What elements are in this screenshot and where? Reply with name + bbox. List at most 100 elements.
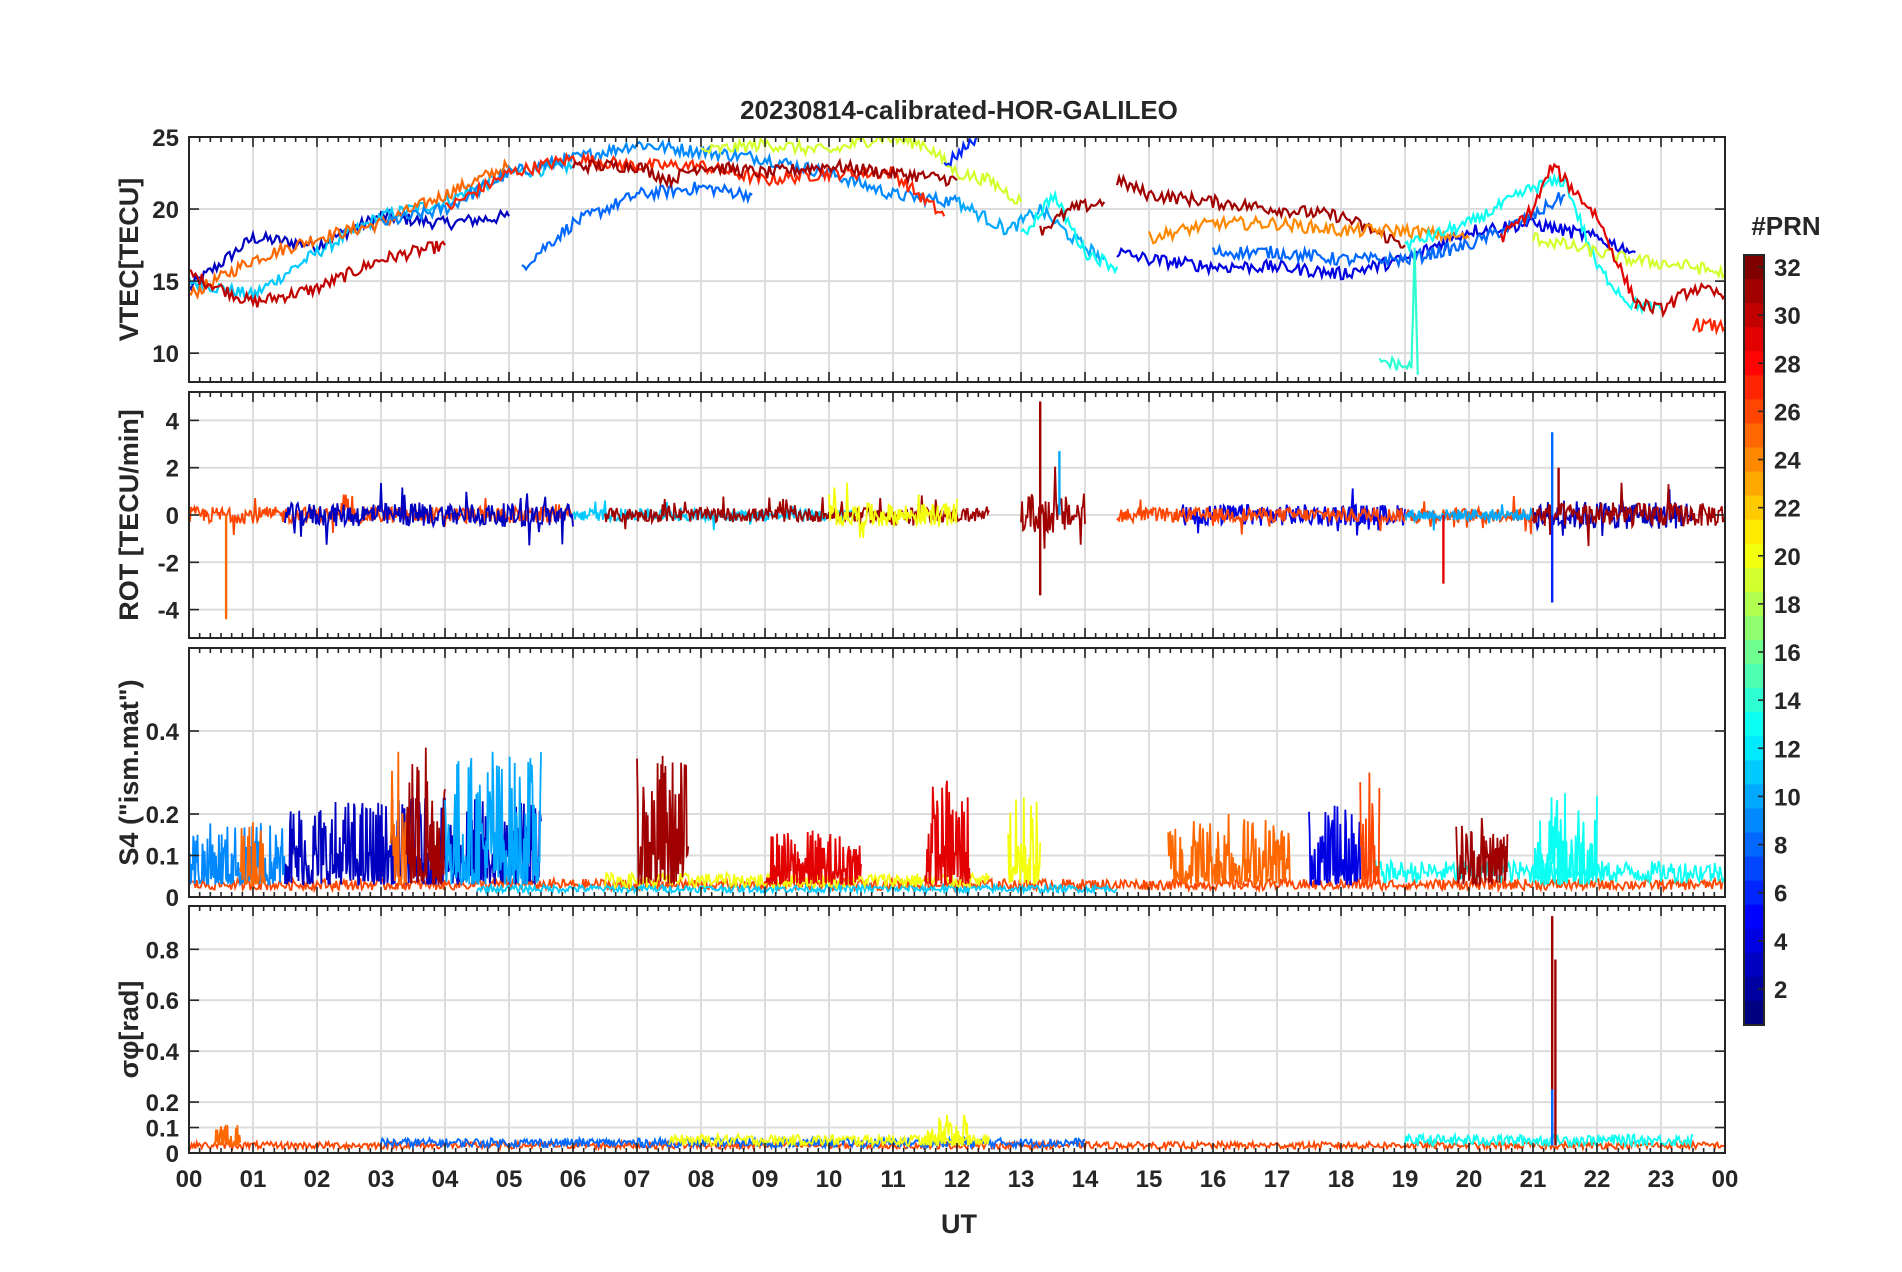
- x-tick-label: 04: [432, 1166, 459, 1193]
- y-tick-label: 4: [166, 408, 180, 435]
- colorbar-swatch: [1744, 928, 1764, 954]
- y-tick-label: 0.2: [146, 1090, 179, 1117]
- series-burst-prn-31: [1455, 818, 1509, 888]
- series-line-prn-31: [1039, 197, 1106, 236]
- colorbar-tick-label: 30: [1774, 303, 1801, 330]
- colorbar-tick-label: 20: [1774, 544, 1801, 571]
- x-tick-label: 22: [1584, 1166, 1611, 1193]
- colorbar-swatch: [1744, 327, 1764, 352]
- colorbar-swatch: [1744, 471, 1764, 497]
- series-line-prn-10: [1404, 504, 1534, 531]
- x-tick-label: 17: [1264, 1166, 1291, 1193]
- colorbar-swatch: [1744, 808, 1764, 833]
- series-burst-prn-25: [239, 822, 266, 886]
- series-line-prn-14: [1378, 247, 1419, 375]
- x-tick-label: 12: [944, 1166, 971, 1193]
- x-tick-label: 03: [368, 1166, 395, 1193]
- colorbar-tick-label: 2: [1774, 977, 1787, 1004]
- series-line-prn-9: [380, 139, 959, 226]
- series-burst-prn-13: [1532, 793, 1598, 886]
- colorbar-swatch: [1744, 736, 1764, 761]
- x-tick-label: 15: [1136, 1166, 1163, 1193]
- series-burst-prn-9: [189, 823, 286, 887]
- colorbar-swatch: [1744, 351, 1764, 376]
- y-tick-label: 20: [152, 197, 179, 224]
- x-tick-label: 10: [816, 1166, 843, 1193]
- panel-data: [189, 401, 1725, 620]
- x-tick-label: 19: [1392, 1166, 1419, 1193]
- series-line-prn-11: [476, 881, 1118, 896]
- series-line-prn-13: [1020, 189, 1119, 275]
- y-tick-label: 0.4: [146, 719, 180, 746]
- x-axis-label: UT: [941, 1209, 977, 1239]
- colorbar-swatch: [1744, 591, 1764, 617]
- y-axis-label: S4 ("ism.mat"): [114, 679, 144, 865]
- colorbar-tick-label: 12: [1774, 736, 1801, 763]
- colorbar-swatch: [1744, 255, 1764, 280]
- series-line-prn-27: [1691, 317, 1725, 336]
- colorbar-swatch: [1744, 976, 1764, 1002]
- y-tick-label: 0.1: [146, 1116, 179, 1143]
- colorbar-tick-label: 22: [1774, 496, 1801, 523]
- colorbar-swatch: [1744, 904, 1764, 930]
- x-tick-label: 05: [496, 1166, 523, 1193]
- series-line-prn-19: [1531, 232, 1725, 280]
- y-tick-label: 0: [166, 885, 179, 912]
- series-line-prn-31: [1020, 466, 1086, 549]
- colorbar-swatch: [1744, 615, 1764, 641]
- colorbar-title: #PRN: [1751, 211, 1820, 241]
- y-tick-label: 0.1: [146, 844, 179, 871]
- x-tick-label: 23: [1648, 1166, 1675, 1193]
- colorbar-swatch: [1744, 495, 1764, 521]
- series-line-prn-26: [189, 494, 574, 536]
- colorbar-swatch: [1744, 712, 1764, 737]
- x-tick-label: 16: [1200, 1166, 1227, 1193]
- series-line-prn-26: [1116, 495, 1533, 535]
- colorbar-tick-label: 18: [1774, 592, 1801, 619]
- x-tick-label: 14: [1072, 1166, 1099, 1193]
- series-line-prn-31: [1115, 173, 1406, 249]
- x-tick-label: 01: [240, 1166, 267, 1193]
- y-tick-label: 0.6: [146, 988, 179, 1015]
- x-tick-label: 07: [624, 1166, 651, 1193]
- colorbar-tick-label: 24: [1774, 448, 1801, 475]
- colorbar-tick-label: 8: [1774, 833, 1787, 860]
- colorbar-swatch: [1744, 567, 1764, 593]
- x-tick-label: 18: [1328, 1166, 1355, 1193]
- series-burst-prn-25: [213, 1123, 242, 1147]
- series-burst-prn-29: [924, 780, 971, 885]
- series-burst-prn-20: [924, 1114, 971, 1148]
- series-line-prn-30: [1634, 282, 1725, 319]
- y-tick-label: 0.2: [146, 802, 179, 829]
- y-tick-label: 0.4: [146, 1039, 180, 1066]
- y-tick-label: 0.8: [146, 937, 179, 964]
- series-line-prn-13: [1404, 172, 1663, 316]
- colorbar-swatch: [1744, 640, 1764, 665]
- panel-3: 0.4 0.2 0.1 0 S4 ("ism.mat"): [114, 647, 1726, 912]
- colorbar-swatch: [1744, 447, 1764, 473]
- colorbar-swatch: [1744, 519, 1764, 545]
- y-axis-label: σφ[rad]: [114, 981, 144, 1079]
- series-burst-prn-10: [444, 751, 542, 886]
- colorbar-tick-label: 32: [1774, 255, 1801, 282]
- colorbar-tick-label: 6: [1774, 881, 1787, 908]
- colorbar-tick-label: 26: [1774, 399, 1801, 426]
- y-tick-label: 0: [166, 1141, 179, 1168]
- colorbar-tick-label: 10: [1774, 784, 1801, 811]
- series-burst-prn-4: [1308, 805, 1362, 888]
- x-tick-label: 00: [1712, 1166, 1739, 1193]
- colorbar-swatch: [1744, 784, 1764, 809]
- panel-data: [189, 137, 1725, 375]
- series-line-prn-31: [1532, 482, 1725, 547]
- series-burst-prn-25: [1167, 813, 1291, 887]
- series-burst-prn-25: [389, 751, 408, 887]
- y-tick-label: 2: [166, 456, 179, 483]
- series-line-prn-29: [1499, 162, 1637, 304]
- colorbar-swatch: [1744, 279, 1764, 304]
- series-line-prn-10: [956, 196, 1106, 264]
- x-tick-label: 20: [1456, 1166, 1483, 1193]
- colorbar-swatch: [1744, 664, 1764, 689]
- series-line-prn-6: [943, 137, 978, 167]
